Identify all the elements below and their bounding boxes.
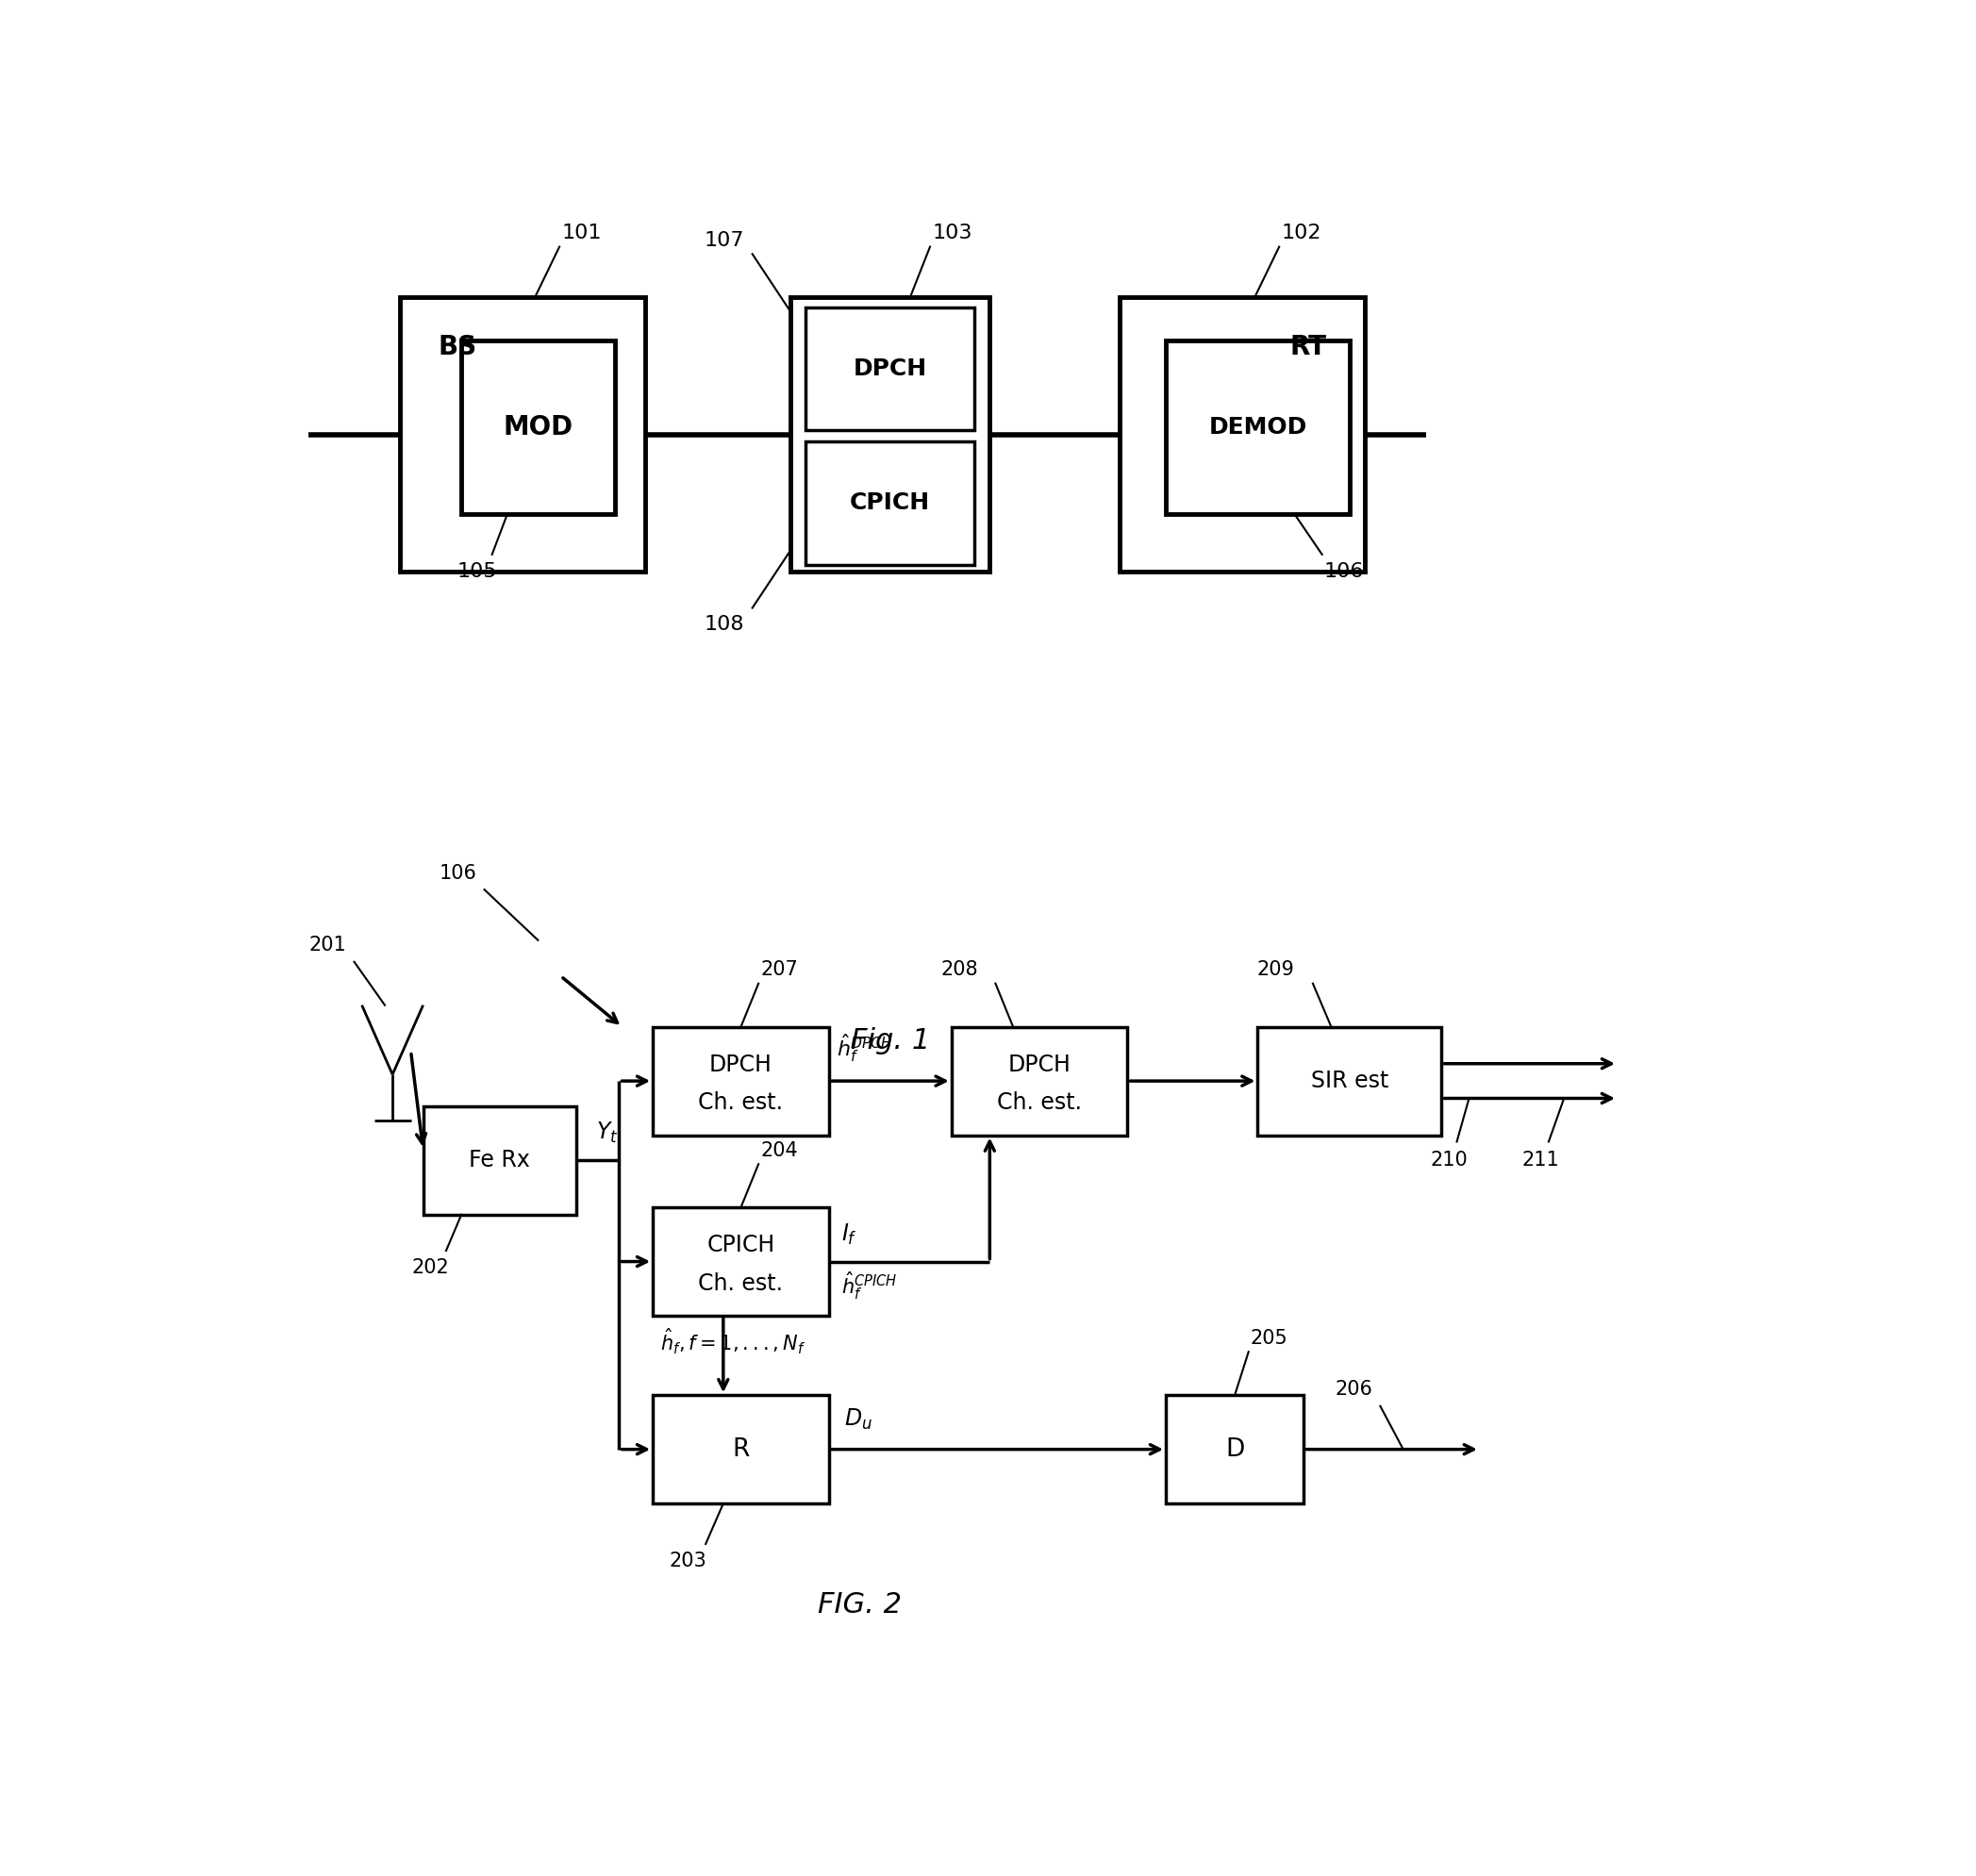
Text: SIR est: SIR est [1310,1069,1389,1092]
Text: $I_f$: $I_f$ [842,1223,858,1248]
Bar [423,1107,577,1214]
Text: 101: 101 [561,223,603,242]
Bar [652,1208,830,1315]
Text: BS: BS [439,334,478,360]
Text: 211: 211 [1522,1150,1559,1169]
Text: Ch. est.: Ch. est. [698,1272,782,1294]
Bar [1166,341,1350,514]
Text: $\hat{h}_f^{CPICH}$: $\hat{h}_f^{CPICH}$ [842,1270,897,1302]
Text: CPICH: CPICH [707,1234,775,1257]
Bar [399,298,644,572]
Text: 105: 105 [456,561,496,580]
Text: DPCH: DPCH [854,358,927,381]
Text: 103: 103 [933,223,972,242]
Text: 106: 106 [1324,561,1363,580]
Text: 207: 207 [761,961,798,979]
Text: $Y_t$: $Y_t$ [597,1120,618,1146]
Text: 204: 204 [761,1141,798,1159]
Text: 201: 201 [308,936,346,955]
Text: 208: 208 [941,961,978,979]
Text: D: D [1225,1437,1245,1461]
Text: 107: 107 [705,231,745,250]
Text: 206: 206 [1336,1381,1373,1399]
Bar [1120,298,1365,572]
Text: $\hat{h}_f, f=1,...,N_f$: $\hat{h}_f, f=1,...,N_f$ [660,1328,806,1356]
Text: 106: 106 [439,863,476,882]
Text: 202: 202 [413,1259,449,1278]
Text: FIG. 2: FIG. 2 [818,1591,901,1619]
Text: 205: 205 [1251,1328,1288,1347]
Text: 102: 102 [1282,223,1322,242]
Text: DEMOD: DEMOD [1209,416,1306,439]
Text: CPICH: CPICH [850,492,931,514]
Bar [1166,1396,1304,1503]
Bar [790,298,990,572]
Text: Fe Rx: Fe Rx [468,1150,530,1172]
Bar [462,341,615,514]
Bar [806,308,974,430]
Bar [652,1026,830,1135]
Text: Fig. 1: Fig. 1 [850,1028,931,1054]
Bar [806,443,974,565]
Text: $\hat{h}_f^{DPCH}$: $\hat{h}_f^{DPCH}$ [836,1032,893,1064]
Bar [952,1026,1128,1135]
Text: DPCH: DPCH [709,1054,773,1077]
Text: 203: 203 [670,1551,707,1570]
Text: MOD: MOD [504,415,573,441]
Text: 210: 210 [1431,1150,1468,1169]
Text: $D_u$: $D_u$ [844,1407,873,1431]
Text: Ch. est.: Ch. est. [698,1092,782,1114]
Text: R: R [733,1437,749,1461]
Text: RT: RT [1290,334,1326,360]
Text: 108: 108 [705,615,745,634]
Text: Ch. est.: Ch. est. [998,1092,1083,1114]
Bar [652,1396,830,1503]
Text: DPCH: DPCH [1008,1054,1071,1077]
Text: 209: 209 [1257,961,1294,979]
Bar [1257,1026,1442,1135]
